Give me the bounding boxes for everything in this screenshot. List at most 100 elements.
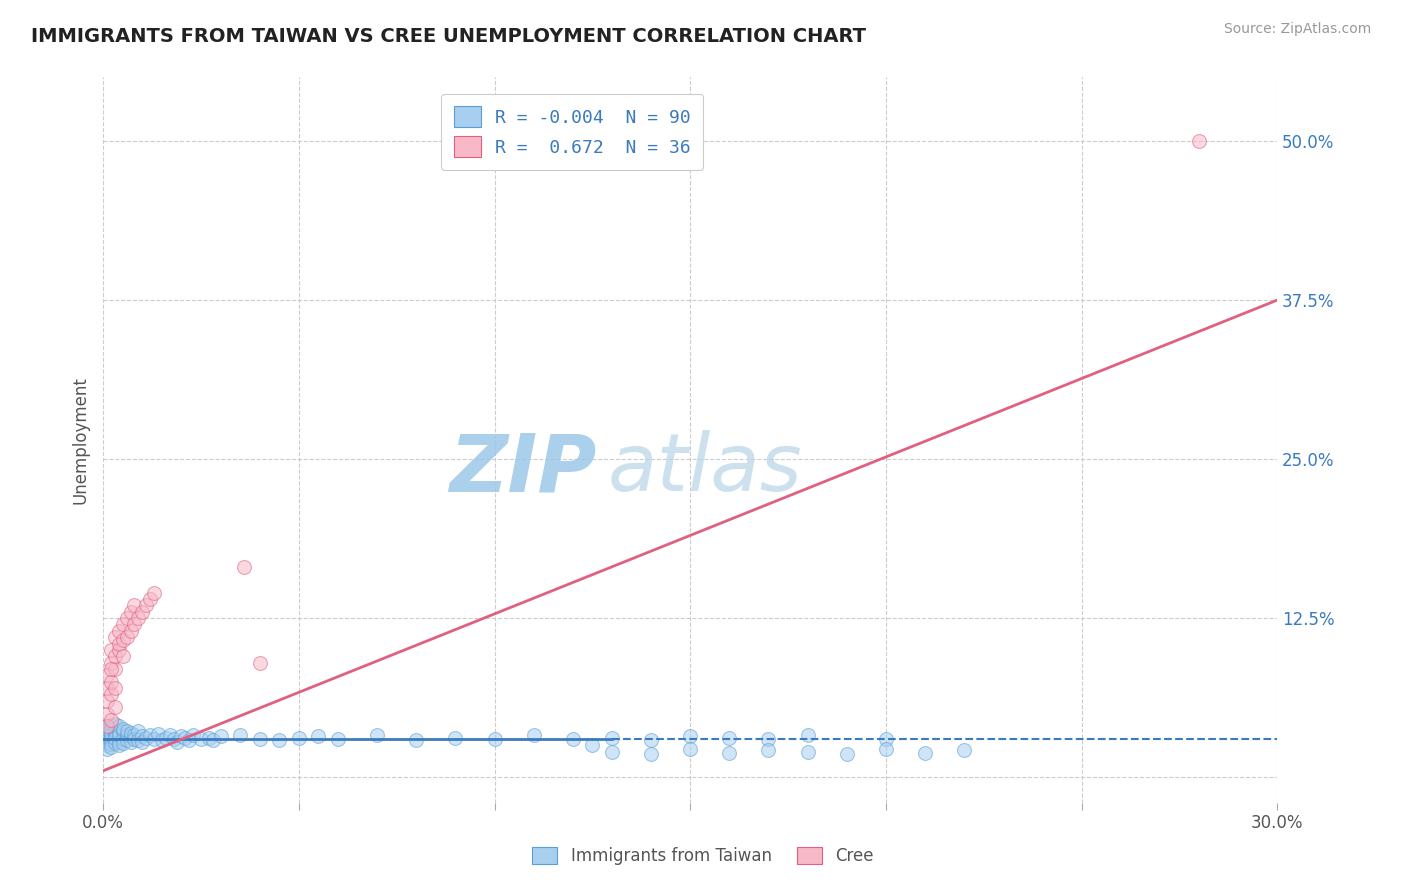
Legend: Immigrants from Taiwan, Cree: Immigrants from Taiwan, Cree <box>523 837 883 875</box>
Point <box>326 731 349 746</box>
Point <box>107 636 129 650</box>
Point <box>523 728 546 742</box>
Point <box>115 630 138 644</box>
Point <box>111 617 134 632</box>
Point <box>107 739 129 753</box>
Point <box>143 731 166 746</box>
Point <box>914 746 936 760</box>
Point <box>107 728 129 742</box>
Point <box>96 668 118 682</box>
Point <box>100 674 122 689</box>
Point <box>249 731 271 746</box>
Point <box>100 662 122 676</box>
Point <box>104 731 127 745</box>
Point <box>124 617 146 632</box>
Point <box>104 728 127 742</box>
Point <box>96 728 118 742</box>
Point <box>104 681 127 695</box>
Point <box>179 733 201 747</box>
Point <box>120 605 142 619</box>
Point <box>96 742 118 756</box>
Point <box>288 731 311 745</box>
Point <box>201 733 224 747</box>
Point <box>96 719 118 733</box>
Point <box>111 724 134 739</box>
Point <box>581 739 603 753</box>
Point <box>120 624 142 638</box>
Point <box>953 743 976 757</box>
Point <box>640 747 662 762</box>
Point <box>135 599 157 613</box>
Point <box>174 731 197 745</box>
Point <box>131 605 153 619</box>
Point <box>120 725 142 739</box>
Point <box>229 728 252 742</box>
Point <box>111 722 134 736</box>
Point <box>758 731 780 746</box>
Point <box>127 611 149 625</box>
Point <box>131 730 153 744</box>
Point <box>96 722 118 736</box>
Point <box>124 728 146 742</box>
Point <box>233 560 256 574</box>
Point <box>181 728 204 742</box>
Point <box>600 745 623 759</box>
Point <box>1188 134 1211 148</box>
Text: Source: ZipAtlas.com: Source: ZipAtlas.com <box>1223 22 1371 37</box>
Point <box>100 739 122 754</box>
Point <box>96 731 118 746</box>
Point <box>718 731 741 745</box>
Point <box>96 739 118 753</box>
Point <box>758 743 780 757</box>
Point <box>100 727 122 741</box>
Text: ZIP: ZIP <box>449 430 596 508</box>
Point <box>835 747 858 762</box>
Point <box>198 731 221 745</box>
Point <box>104 700 127 714</box>
Point <box>139 728 162 742</box>
Point <box>100 724 122 739</box>
Point <box>100 730 122 744</box>
Point <box>127 724 149 739</box>
Point <box>96 694 118 708</box>
Point <box>166 734 188 748</box>
Legend: R = -0.004  N = 90, R =  0.672  N = 36: R = -0.004 N = 90, R = 0.672 N = 36 <box>441 94 703 169</box>
Point <box>135 731 157 745</box>
Point <box>104 662 127 676</box>
Point <box>107 624 129 638</box>
Point <box>104 731 127 746</box>
Point <box>104 630 127 644</box>
Point <box>100 718 122 732</box>
Point <box>131 734 153 748</box>
Point <box>405 733 427 747</box>
Point <box>115 728 138 742</box>
Point <box>96 719 118 733</box>
Point <box>107 719 129 733</box>
Point <box>100 688 122 702</box>
Point <box>96 725 118 739</box>
Point <box>640 733 662 747</box>
Point <box>104 649 127 664</box>
Point <box>96 706 118 721</box>
Point <box>96 681 118 695</box>
Point <box>269 733 291 747</box>
Point <box>107 734 129 748</box>
Point <box>155 731 177 745</box>
Point <box>150 733 173 747</box>
Point <box>600 731 623 745</box>
Point <box>107 725 129 739</box>
Point <box>100 722 122 736</box>
Point <box>190 731 212 746</box>
Point <box>100 737 122 751</box>
Point <box>111 736 134 750</box>
Point <box>143 585 166 599</box>
Point <box>796 728 818 742</box>
Point <box>100 656 122 670</box>
Point <box>115 733 138 747</box>
Point <box>100 733 122 747</box>
Point <box>104 716 127 731</box>
Point <box>170 730 193 744</box>
Point <box>100 643 122 657</box>
Point <box>679 742 702 756</box>
Point <box>366 728 388 742</box>
